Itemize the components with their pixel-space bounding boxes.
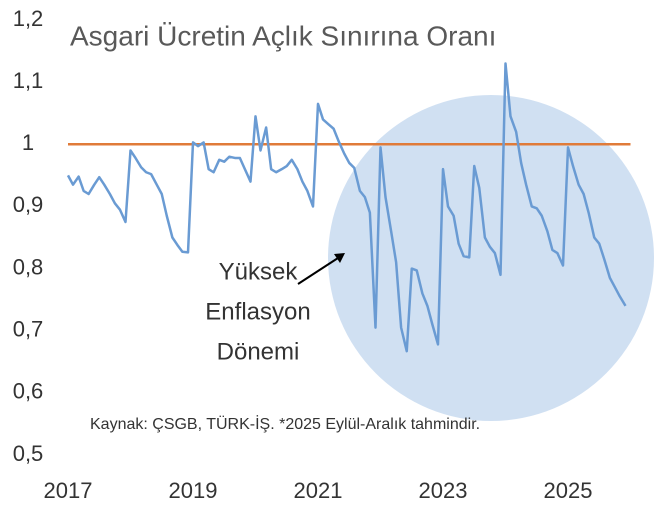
x-tick-label: 2017 <box>44 478 93 503</box>
annotation: Enflasyon <box>205 298 310 325</box>
x-tick-label: 2019 <box>169 478 218 503</box>
annotation: Dönemi <box>217 338 300 365</box>
chart-title: Asgari Ücretin Açlık Sınırına Oranı <box>70 20 496 51</box>
y-tick-label: 0,5 <box>13 441 44 466</box>
y-tick-label: 0,6 <box>13 379 44 404</box>
source-note: Kaynak: ÇSGB, TÜRK-İŞ. *2025 Eylül-Aralı… <box>90 414 480 433</box>
y-tick-label: 1 <box>22 130 34 155</box>
x-tick-label: 2021 <box>294 478 343 503</box>
data-line <box>66 62 627 353</box>
y-tick-label: 0,7 <box>13 317 44 342</box>
annotation: Yüksek <box>219 258 299 285</box>
y-tick-label: 0,9 <box>13 192 44 217</box>
y-tick-label: 0,8 <box>13 254 44 279</box>
arrow-head <box>334 253 345 263</box>
x-tick-label: 2023 <box>419 478 468 503</box>
y-tick-label: 1,1 <box>13 68 44 93</box>
y-tick-label: 1,2 <box>13 6 44 31</box>
x-tick-label: 2025 <box>544 478 593 503</box>
highlight-circle <box>328 95 654 421</box>
arrow <box>297 257 339 285</box>
